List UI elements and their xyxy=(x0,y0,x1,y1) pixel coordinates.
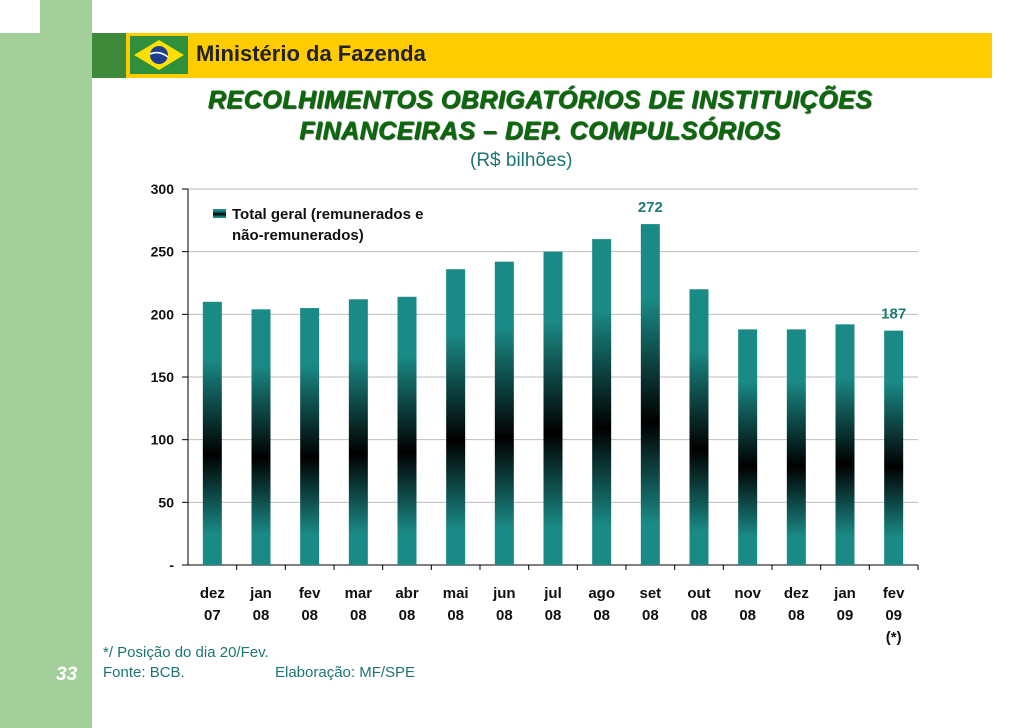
x-tick-label: jan xyxy=(833,585,856,602)
x-tick-label: jul xyxy=(543,585,562,602)
x-tick-label: jan xyxy=(249,585,272,602)
footnote: */ Posição do dia 20/Fev. xyxy=(103,644,269,661)
page-title-line-2: FINANCEIRAS – DEP. COMPULSÓRIOS xyxy=(299,117,781,145)
y-tick-label: 250 xyxy=(151,244,175,260)
x-tick-label: 08 xyxy=(788,607,805,624)
x-tick-label: 08 xyxy=(447,607,464,624)
x-tick-label: 08 xyxy=(691,607,708,624)
x-tick-label: dez xyxy=(200,585,225,602)
ministry-name: Ministério da Fazenda xyxy=(196,41,426,66)
chart-labels: - 50 100 150 200 250 300 dez 07 jan 08 fev 08 mar 08 ab… xyxy=(151,181,907,646)
content-area-corner xyxy=(92,78,152,728)
x-tick-label: abr xyxy=(395,585,419,602)
bar xyxy=(397,296,417,565)
bar xyxy=(446,269,466,565)
x-tick-label: 09 xyxy=(885,607,902,624)
y-tick-label: 100 xyxy=(151,432,175,448)
x-tick-label: 08 xyxy=(399,607,416,624)
header-bar xyxy=(126,33,992,78)
x-tick-label: set xyxy=(639,585,661,602)
y-tick-label: 300 xyxy=(151,181,175,197)
legend-swatch xyxy=(213,209,226,218)
x-tick-label: 08 xyxy=(496,607,513,624)
elaboration-note: Elaboração: MF/SPE xyxy=(275,664,416,681)
bar xyxy=(786,329,806,565)
top-left-corner xyxy=(0,0,40,33)
y-tick-label: 200 xyxy=(151,306,175,322)
bar xyxy=(300,308,320,565)
x-tick-label: 08 xyxy=(253,607,270,624)
legend-label-line-1: Total geral (remunerados e xyxy=(232,206,423,223)
y-tick-label: 150 xyxy=(151,369,175,385)
x-tick-label: (*) xyxy=(886,629,902,646)
bar xyxy=(689,289,709,565)
left-decorative-band xyxy=(0,0,92,728)
x-tick-label: mai xyxy=(443,585,469,602)
x-tick-label: 08 xyxy=(350,607,367,624)
x-tick-label: 08 xyxy=(739,607,756,624)
bar xyxy=(348,299,368,565)
x-tick-label: out xyxy=(687,585,710,602)
page-number: 33 xyxy=(56,664,78,685)
x-tick-label: 08 xyxy=(593,607,610,624)
x-tick-label: mar xyxy=(345,585,373,602)
bar xyxy=(202,301,222,565)
chart-unit-subtitle: (R$ bilhões) xyxy=(470,150,573,171)
bar xyxy=(251,309,271,565)
x-tick-label: nov xyxy=(734,585,761,602)
header-accent xyxy=(92,33,126,78)
source-note: Fonte: BCB. xyxy=(103,664,185,681)
x-tick-label: jun xyxy=(492,585,516,602)
x-tick-label: 07 xyxy=(204,607,221,624)
data-label: 187 xyxy=(881,306,906,323)
legend-label-line-2: não-remunerados) xyxy=(232,227,364,244)
page-title-line-1: RECOLHIMENTOS OBRIGATÓRIOS DE INSTITUIÇÕ… xyxy=(207,86,873,114)
chart-bars xyxy=(202,224,904,566)
bar xyxy=(494,261,514,565)
chart-legend: Total geral (remunerados e não-remunerad… xyxy=(213,206,423,244)
bar xyxy=(884,330,904,565)
x-tick-label: 08 xyxy=(642,607,659,624)
bar xyxy=(640,224,660,566)
y-tick-label: - xyxy=(169,557,174,573)
x-tick-label: 08 xyxy=(545,607,562,624)
bar xyxy=(543,251,563,565)
bar xyxy=(835,324,855,565)
bar xyxy=(592,239,612,565)
x-tick-label: dez xyxy=(784,585,809,602)
x-tick-label: fev xyxy=(299,585,321,602)
x-tick-label: 08 xyxy=(301,607,318,624)
brazil-flag-icon xyxy=(130,36,188,74)
x-tick-label: fev xyxy=(883,585,905,602)
x-tick-label: ago xyxy=(588,585,615,602)
y-tick-label: 50 xyxy=(158,494,174,510)
bar xyxy=(738,329,758,565)
data-label: 272 xyxy=(638,199,663,216)
x-tick-label: 09 xyxy=(837,607,854,624)
